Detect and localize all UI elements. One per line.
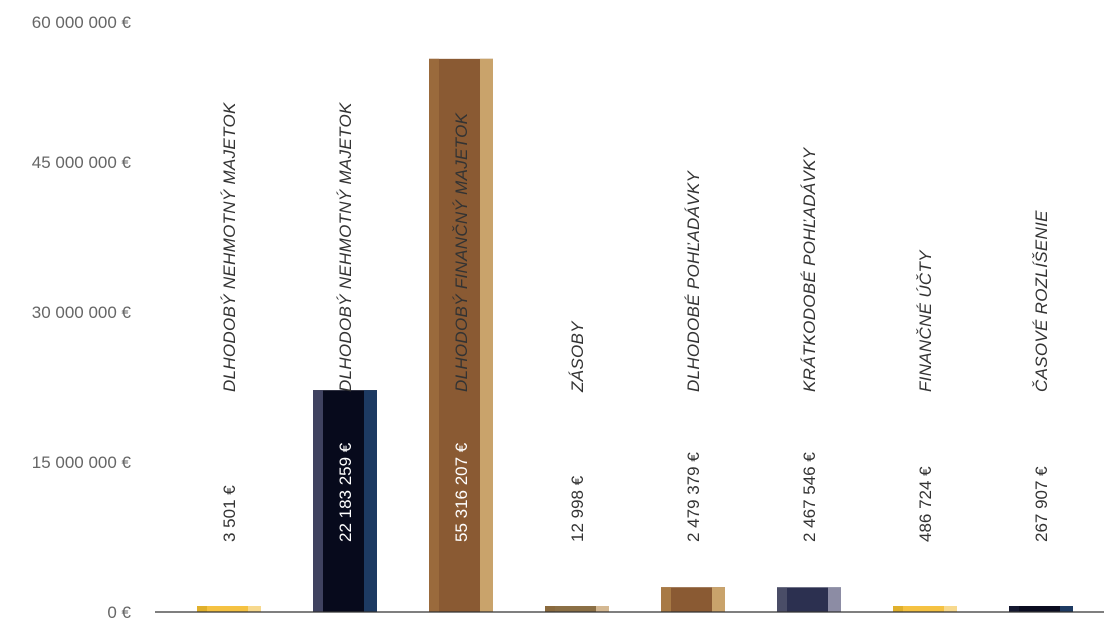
bar-left-face xyxy=(893,606,903,612)
category-label: ZÁSOBY xyxy=(568,320,587,393)
bar-left-face xyxy=(545,606,555,612)
value-label: 3 501 € xyxy=(220,485,239,542)
category-label: DLHODOBÝ NEHMOTNÝ MAJETOK xyxy=(220,102,239,392)
bar-body xyxy=(1009,606,1073,612)
bar-left-face xyxy=(197,606,207,612)
category-label: FINANČNÉ ÚČTY xyxy=(916,249,935,392)
bar-left-face xyxy=(313,390,323,612)
category-label: DLHODOBÝ NEHMOTNÝ MAJETOK xyxy=(336,102,355,392)
bar xyxy=(429,58,493,612)
bar-body xyxy=(197,606,261,612)
y-tick-label: 0 € xyxy=(107,603,131,619)
value-label: 267 907 € xyxy=(1032,466,1051,542)
bar xyxy=(893,606,957,612)
bar xyxy=(313,390,377,612)
y-axis: 0 € 15 000 000 € 30 000 000 € 45 000 000 € 6… xyxy=(32,13,132,619)
bar xyxy=(661,587,725,612)
y-tick-label: 45 000 000 € xyxy=(32,153,132,172)
y-tick-label: 15 000 000 € xyxy=(32,453,132,472)
bar xyxy=(197,606,261,612)
bar-body xyxy=(893,606,957,612)
bar-left-face xyxy=(1009,606,1019,612)
bar-labels-group: 3 501 € DLHODOBÝ NEHMOTNÝ MAJETOK 22 183 2… xyxy=(220,102,1051,542)
bar-right-face xyxy=(364,390,377,612)
category-label: DLHODOBÉ POHĽADÁVKY xyxy=(684,170,703,392)
bars-group xyxy=(197,58,1073,612)
value-label: 2 479 379 € xyxy=(684,452,703,542)
bar-right-face xyxy=(480,58,493,612)
value-label: 486 724 € xyxy=(916,466,935,542)
y-tick-label: 30 000 000 € xyxy=(32,303,132,322)
y-tick-label: 60 000 000 € xyxy=(32,13,132,32)
bar-right-face xyxy=(596,606,609,612)
value-label: 22 183 259 € xyxy=(336,442,355,542)
bar-body xyxy=(545,606,609,612)
bar xyxy=(1009,606,1073,612)
bar xyxy=(545,606,609,612)
bar-left-face xyxy=(777,587,787,612)
value-label: 12 998 € xyxy=(568,475,587,542)
category-label: ČASOVÉ ROZLÍŠENIE xyxy=(1032,210,1051,392)
bar-right-face xyxy=(1060,606,1073,612)
category-label: DLHODOBÝ FINANČNÝ MAJETOK xyxy=(452,112,471,392)
bar-left-face xyxy=(661,587,671,612)
bar-right-face xyxy=(712,587,725,612)
bar xyxy=(777,587,841,612)
value-label: 2 467 546 € xyxy=(800,452,819,542)
bar-right-face xyxy=(248,606,261,612)
bar-right-face xyxy=(944,606,957,612)
category-label: KRÁTKODOBÉ POHĽADÁVKY xyxy=(800,146,819,392)
value-label: 55 316 207 € xyxy=(452,442,471,542)
bar-right-face xyxy=(828,587,841,612)
bar-left-face xyxy=(429,58,439,612)
